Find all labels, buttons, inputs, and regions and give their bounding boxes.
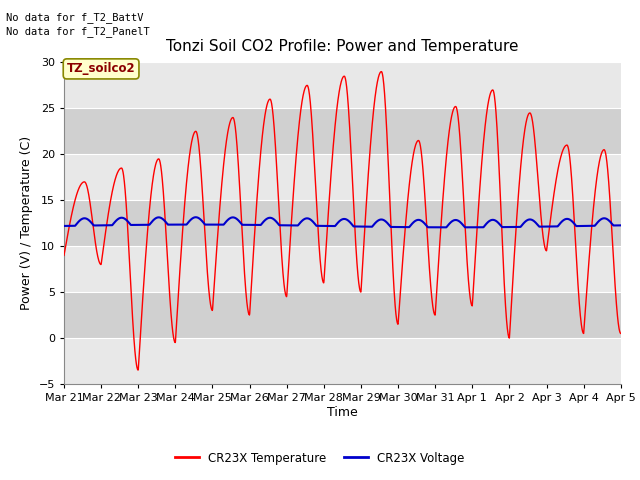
Bar (64, 200, 621, 246)
Text: TZ_soilco2: TZ_soilco2 (67, 62, 136, 75)
Bar (64, 246, 621, 292)
Bar (64, 108, 621, 154)
Title: Tonzi Soil CO2 Profile: Power and Temperature: Tonzi Soil CO2 Profile: Power and Temper… (166, 39, 518, 54)
Legend: CR23X Temperature, CR23X Voltage: CR23X Temperature, CR23X Voltage (170, 447, 470, 469)
Y-axis label: Power (V) / Temperature (C): Power (V) / Temperature (C) (20, 136, 33, 310)
Bar (64, 338, 621, 384)
Bar (64, 62, 621, 108)
Text: No data for f_T2_BattV: No data for f_T2_BattV (6, 12, 144, 23)
Bar (64, 154, 621, 200)
X-axis label: Time: Time (327, 406, 358, 419)
Text: No data for f_T2_PanelT: No data for f_T2_PanelT (6, 26, 150, 37)
Bar (64, 292, 621, 338)
